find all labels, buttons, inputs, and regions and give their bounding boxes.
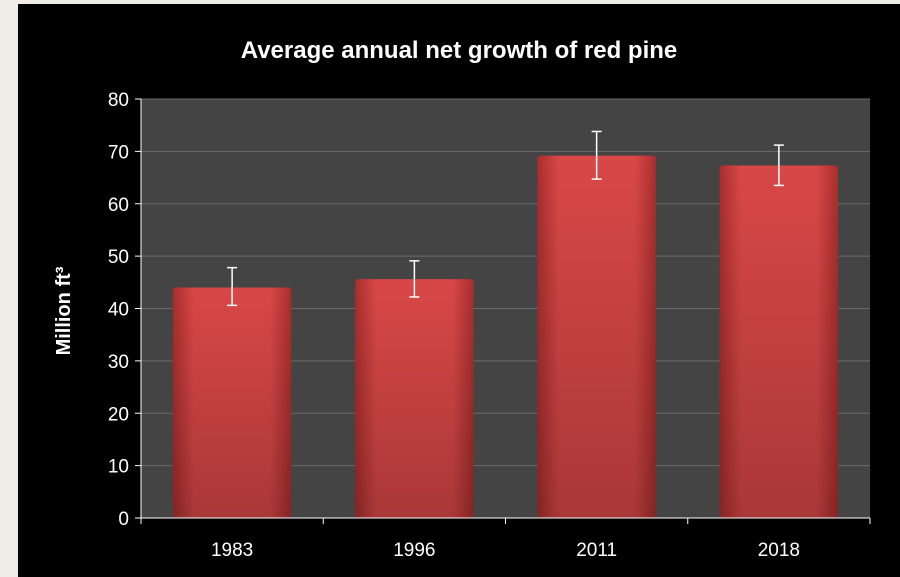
x-tick-label: 1983 xyxy=(211,540,253,561)
y-tick-label: 10 xyxy=(108,457,129,478)
axes xyxy=(135,98,871,524)
y-tick-labels: 0 10 20 30 40 50 60 70 80 xyxy=(108,90,129,530)
bar-shade xyxy=(719,165,839,519)
chart-frame: Average annual net growth of red pine Mi… xyxy=(18,4,900,577)
x-tick-label: 1996 xyxy=(393,540,435,561)
x-tick-label: 2011 xyxy=(576,540,617,561)
y-axis-label: Million ft³ xyxy=(53,266,75,355)
chart-title: Average annual net growth of red pine xyxy=(241,37,678,64)
bar-shade xyxy=(537,155,656,518)
bars xyxy=(172,155,839,519)
x-tick-labels: 1983 1996 2011 2018 xyxy=(211,540,800,561)
y-tick-label: 0 xyxy=(118,509,129,530)
y-tick-label: 30 xyxy=(108,352,129,373)
x-tick-label: 2018 xyxy=(758,540,800,561)
bar-shade xyxy=(355,279,474,518)
y-tick-label: 60 xyxy=(108,195,129,216)
y-tick-label: 20 xyxy=(108,404,129,425)
y-tick-label: 40 xyxy=(108,300,129,321)
y-tick-label: 70 xyxy=(108,142,129,163)
bar-shade xyxy=(172,287,292,518)
error-bars xyxy=(227,130,784,307)
y-tick-label: 50 xyxy=(108,247,129,268)
bar-chart: Average annual net growth of red pine Mi… xyxy=(53,37,871,561)
y-tick-label: 80 xyxy=(108,90,129,111)
